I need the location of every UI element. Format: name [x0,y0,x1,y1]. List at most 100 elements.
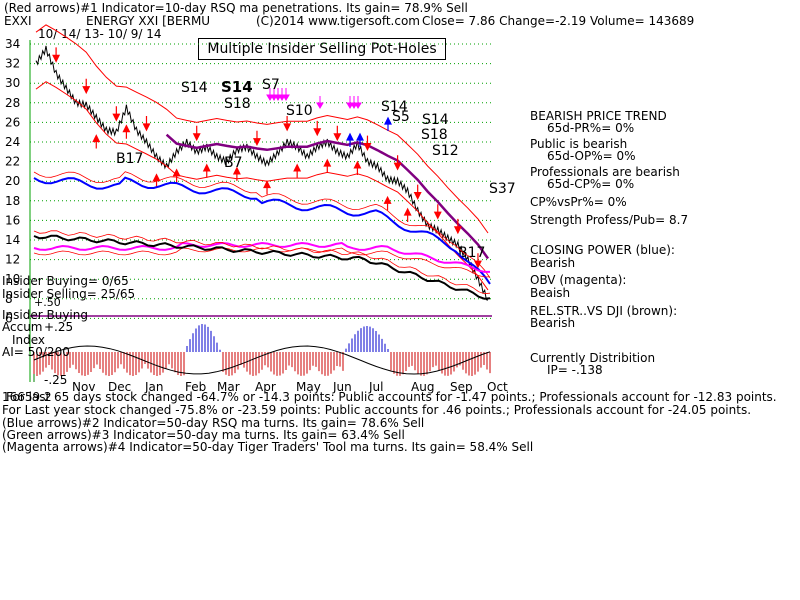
accum-index-ma [33,345,491,375]
sell-arrow [433,204,442,220]
sell-arrow [112,106,121,122]
signal-label: S14 [381,99,408,115]
buy-arrow [293,163,302,178]
footer-line: For last 65 days stock changed -64.7% or… [6,390,777,404]
buy-arrow [232,166,241,181]
closing-power-line [33,176,491,285]
summary-line: 65d-OP%= 0% [547,149,636,163]
summary-line: Public is bearish [530,137,628,151]
buy-arrow [263,180,271,195]
magenta-arrow [346,96,354,109]
magenta-arrow [316,96,324,109]
buy-arrow [92,134,101,149]
closing-power-ma [33,171,491,279]
signal-label: S10 [286,103,313,119]
buy-arrow [403,207,412,222]
blue-arrow [384,116,392,131]
upper-band-line [35,24,489,234]
x-tick-label: Dec [108,380,131,394]
y-tick-label: 28 [5,96,20,110]
signal-label: B7 [224,155,243,171]
buy-arrow [353,160,362,175]
signal-label: S37 [489,181,516,197]
buy-arrow [383,195,392,211]
y-tick-label: 10 [5,272,20,286]
relative-strength-ma [33,230,491,295]
buy-arrow [122,124,131,139]
x-tick-label: Jan [144,380,164,394]
y-tick-label: 18 [5,194,20,208]
footer-line: (Blue arrows)#2 Indicator=50-day RSQ ma … [2,416,425,430]
sell-arrow [313,120,322,137]
indicator-1-line: (Red arrows)#1 Indicator=10-day RSQ ma p… [4,1,468,15]
magenta-arrow [270,88,278,101]
footer-line: (Magenta arrows)#4 Indicator=50-day Tige… [2,440,534,454]
sell-arrow [142,116,151,132]
summary-line: Bearish [530,316,576,330]
date-range: 10/ 14/ 13- 10/ 9/ 14 [38,27,162,41]
summary-line: 65d-CP%= 0% [547,177,635,191]
lower-band-line [35,81,489,291]
x-tick-label: Aug [411,380,434,394]
sell-arrow [393,155,402,171]
summary-line: Professionals are bearish [530,165,680,179]
magenta-arrow [354,96,362,109]
sell-arrow [283,116,292,132]
accum-label: Accum [2,320,43,334]
summary-line: Bearish [530,256,576,270]
price-line [35,45,489,301]
y-tick-label: 12 [5,253,20,267]
sell-arrow [363,135,372,151]
magenta-arrow [266,88,274,101]
sell-arrow [192,125,201,142]
summary-line: Currently Distribition [530,351,656,365]
signal-label: B17 [458,245,485,261]
buy-arrow [323,158,332,173]
summary-line: REL.STR..VS DJI (brown): [530,304,678,318]
summary-line: 65d-PR%= 0% [547,121,635,135]
blue-arrow [346,132,354,147]
signal-label: S18 [421,127,448,143]
y-tick-label: 24 [5,135,20,149]
magenta-arrow [274,88,282,101]
plus-25-label: +.25 [44,320,74,334]
signal-label: S7 [262,77,280,93]
sell-arrow [253,130,261,147]
signal-label: S14 [181,80,208,96]
y-tick-label: 32 [5,57,20,71]
sell-arrow [413,184,422,200]
relative-strength-line [33,234,491,300]
summary-line: CLOSING POWER (blue): [530,243,675,257]
x-tick-label: Sep [450,380,473,394]
x-tick-label: Feb [185,380,206,394]
ai-label: AI= 50/200 [2,345,70,359]
insider-buying-label: Insider Buying [2,308,88,322]
footer-overlap-number: 16659.2 [2,390,52,404]
signal-label: S14 [221,78,253,96]
minus-25-label: -.25 [44,373,68,387]
y-tick-label: 6 [5,311,13,325]
buy-arrow [172,168,181,183]
x-tick-label: Mar [217,380,240,394]
x-tick-label: May [296,380,321,394]
summary-line: Beaish [530,286,571,300]
obv-line [33,241,490,273]
summary-line: CP%vsPr%= 0% [530,195,627,209]
x-tick-label: Nov [72,380,95,394]
signal-label: S18 [224,96,251,112]
summary-line: BEARISH PRICE TREND [530,109,667,123]
y-tick-label: 34 [5,37,20,51]
index-label: Index [12,333,46,347]
signal-label: B17 [116,151,143,167]
y-tick-label: 16 [5,213,20,227]
y-tick-label: 20 [5,174,20,188]
magenta-arrow [278,88,286,101]
plus-50-label: +.50 [34,296,61,309]
company-name: ENERGY XXI [BERMU [86,14,211,28]
signal-label: S14 [422,112,449,128]
summary-line: IP= -.138 [547,363,603,377]
close-change-volume: Close= 7.86 Change=-2.19 Volume= 143689 [422,14,695,28]
y-tick-label: 30 [5,76,20,90]
footer-line: (Green arrows)#3 Indicator=50-day ma tur… [2,428,405,442]
signal-label: S12 [432,143,459,159]
